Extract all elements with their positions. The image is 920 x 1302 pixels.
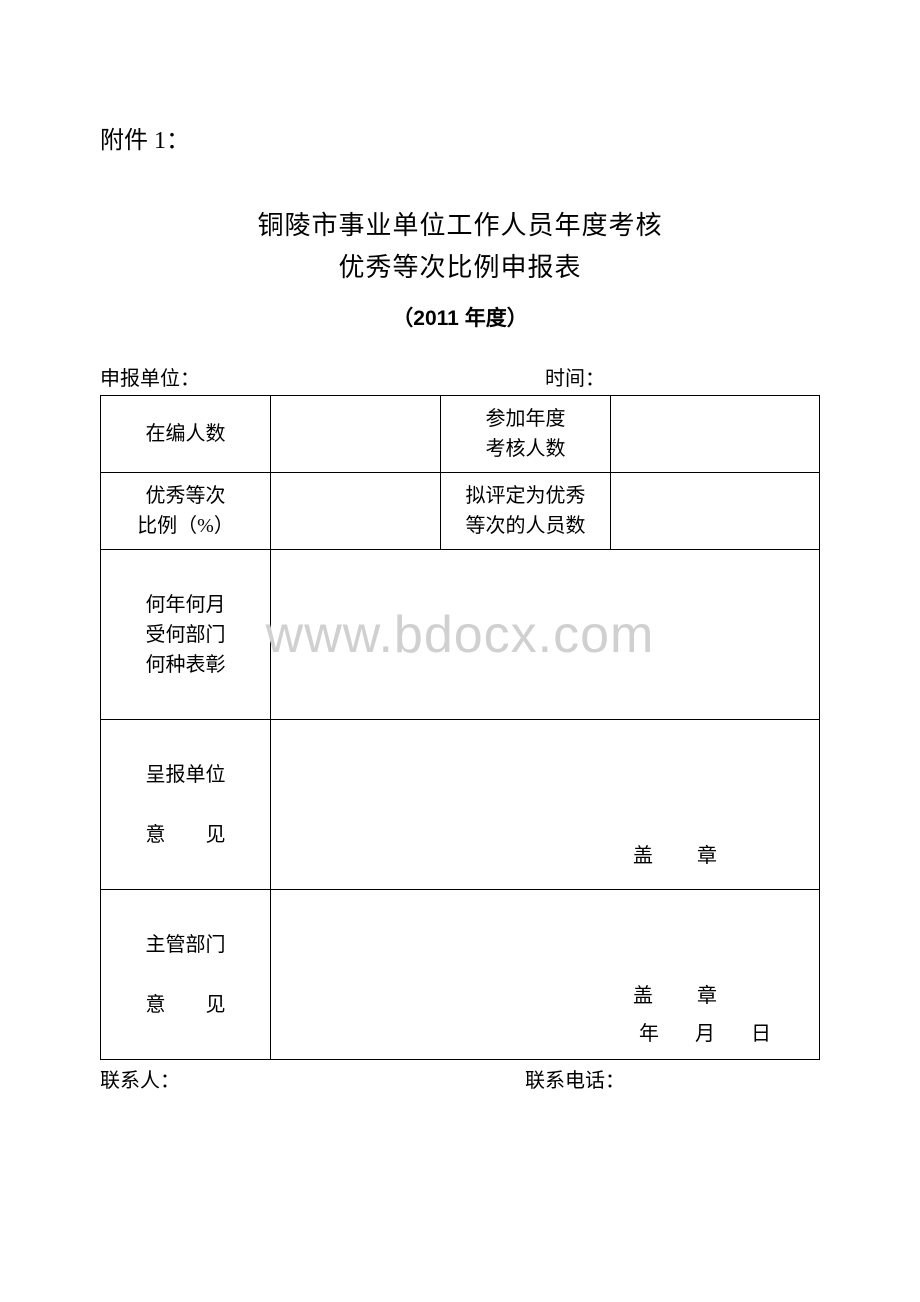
department-opinion-value: 盖 章 年 月 日 — [271, 890, 820, 1060]
staff-count-value — [271, 396, 441, 473]
cell-text: 呈报单位 — [146, 764, 226, 786]
cell-text: 何种表彰 — [146, 654, 226, 676]
footer-row: 联系人： 联系电话： — [100, 1064, 820, 1093]
stamp-label: 盖 章 — [633, 981, 729, 1011]
table-row: 何年何月 受何部门 何种表彰 — [101, 550, 820, 720]
department-opinion-label: 主管部门 意 见 — [101, 890, 271, 1060]
contact-phone-label: 联系电话： — [395, 1064, 820, 1093]
stamp-label: 盖 章 — [633, 841, 729, 871]
cell-text: 参加年度 — [486, 408, 566, 430]
cell-text: 受何部门 — [146, 624, 226, 646]
excellent-ratio-label: 优秀等次 比例（%） — [101, 473, 271, 550]
table-row: 优秀等次 比例（%） 拟评定为优秀 等次的人员数 — [101, 473, 820, 550]
cell-text: 主管部门 — [146, 934, 226, 956]
title-year: （2011 年度） — [100, 302, 820, 332]
title-line-2: 优秀等次比例申报表 — [100, 247, 820, 289]
cell-text: 比例（%） — [137, 515, 234, 537]
assessment-count-label: 参加年度 考核人数 — [441, 396, 611, 473]
attachment-label: 附件 1： — [100, 120, 820, 155]
date-label: 年 月 日 — [639, 1019, 779, 1049]
assessment-count-value — [611, 396, 820, 473]
cell-text: 拟评定为优秀 — [466, 485, 586, 507]
excellent-persons-value — [611, 473, 820, 550]
table-row: 主管部门 意 见 盖 章 年 月 日 — [101, 890, 820, 1060]
contact-person-label: 联系人： — [100, 1064, 395, 1093]
commendation-label: 何年何月 受何部门 何种表彰 — [101, 550, 271, 720]
title-block: 铜陵市事业单位工作人员年度考核 优秀等次比例申报表 （2011 年度） — [100, 205, 820, 332]
cell-text: 优秀等次 — [146, 485, 226, 507]
cell-text: 考核人数 — [486, 438, 566, 460]
header-row: 申报单位： 时间： — [100, 362, 820, 391]
staff-count-label: 在编人数 — [101, 396, 271, 473]
reporting-opinion-label: 呈报单位 意 见 — [101, 720, 271, 890]
cell-text: 意 见 — [146, 824, 226, 846]
table-row: 在编人数 参加年度 考核人数 — [101, 396, 820, 473]
applicant-unit-label: 申报单位： — [100, 362, 375, 391]
reporting-opinion-value: 盖 章 — [271, 720, 820, 890]
application-form-table: 在编人数 参加年度 考核人数 优秀等次 比例（%） 拟评定为优秀 等次的人员数 … — [100, 395, 820, 1060]
table-row: 呈报单位 意 见 盖 章 — [101, 720, 820, 890]
cell-text: 等次的人员数 — [466, 515, 586, 537]
commendation-value — [271, 550, 820, 720]
cell-text: 何年何月 — [146, 594, 226, 616]
excellent-persons-label: 拟评定为优秀 等次的人员数 — [441, 473, 611, 550]
time-label: 时间： — [375, 362, 820, 391]
excellent-ratio-value — [271, 473, 441, 550]
title-line-1: 铜陵市事业单位工作人员年度考核 — [100, 205, 820, 247]
cell-text: 意 见 — [146, 994, 226, 1016]
